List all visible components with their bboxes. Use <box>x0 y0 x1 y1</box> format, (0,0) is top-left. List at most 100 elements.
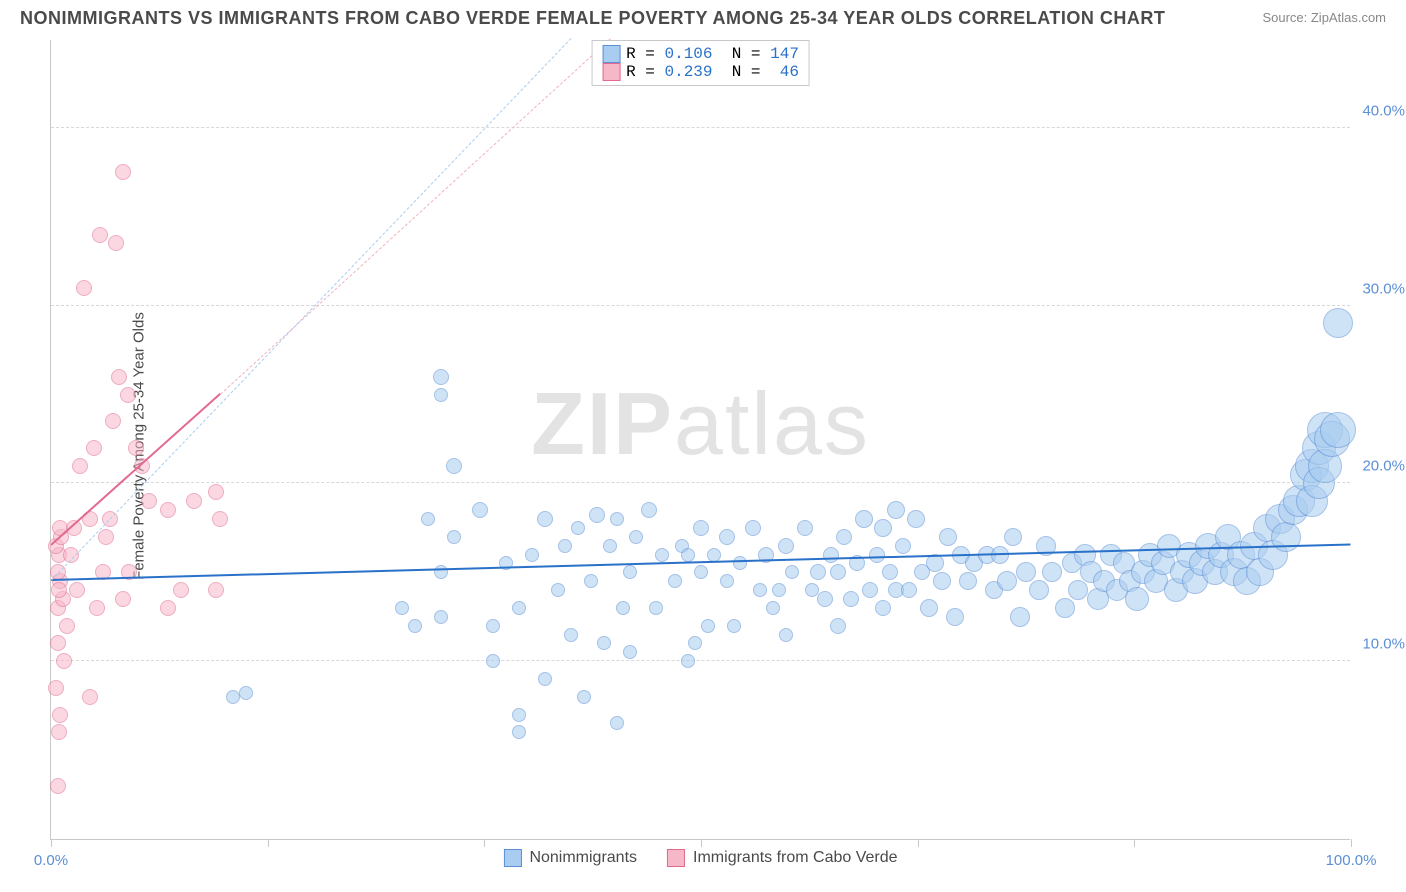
scatter-point-blue <box>843 591 859 607</box>
x-tick <box>268 839 269 847</box>
swatch-pink <box>602 63 620 81</box>
y-tick-label: 40.0% <box>1362 102 1405 119</box>
scatter-point-blue <box>869 547 885 563</box>
scatter-point-blue <box>512 708 526 722</box>
scatter-point-blue <box>584 574 598 588</box>
source-label: Source: ZipAtlas.com <box>1262 10 1386 25</box>
scatter-point-blue <box>1042 562 1062 582</box>
scatter-point-pink <box>212 511 228 527</box>
scatter-point-blue <box>1010 607 1030 627</box>
scatter-point-blue <box>701 619 715 633</box>
watermark-light: atlas <box>674 374 870 473</box>
y-tick-label: 30.0% <box>1362 280 1405 297</box>
scatter-point-pink <box>89 600 105 616</box>
legend-swatch-pink <box>667 849 685 867</box>
scatter-point-blue <box>668 574 682 588</box>
scatter-point-blue <box>785 565 799 579</box>
scatter-point-blue <box>875 600 891 616</box>
scatter-point-pink <box>120 387 136 403</box>
scatter-point-blue <box>589 507 605 523</box>
scatter-point-blue <box>512 601 526 615</box>
chart-plot-area: ZIPatlas R = 0.106 N = 147 R = 0.239 N =… <box>50 40 1350 840</box>
scatter-point-blue <box>564 628 578 642</box>
scatter-point-blue <box>901 582 917 598</box>
scatter-point-blue <box>766 601 780 615</box>
scatter-point-pink <box>111 369 127 385</box>
scatter-point-blue <box>623 565 637 579</box>
x-tick-label: 0.0% <box>34 852 68 869</box>
scatter-point-blue <box>577 690 591 704</box>
scatter-point-blue <box>421 512 435 526</box>
scatter-point-blue <box>610 512 624 526</box>
x-tick <box>1134 839 1135 847</box>
scatter-point-blue <box>946 608 964 626</box>
x-tick-label: 100.0% <box>1326 852 1377 869</box>
scatter-point-blue <box>623 645 637 659</box>
scatter-point-pink <box>86 440 102 456</box>
scatter-point-pink <box>115 591 131 607</box>
r-value-pink: 0.239 <box>664 63 712 81</box>
gridline <box>51 482 1350 483</box>
scatter-point-blue <box>641 502 657 518</box>
swatch-blue <box>602 45 620 63</box>
scatter-point-blue <box>649 601 663 615</box>
legend-label-pink: Immigrants from Cabo Verde <box>693 849 898 867</box>
scatter-point-blue <box>778 538 794 554</box>
gridline <box>51 660 1350 661</box>
scatter-point-blue <box>655 548 669 562</box>
scatter-point-pink <box>115 164 131 180</box>
scatter-point-pink <box>98 529 114 545</box>
scatter-point-blue <box>874 519 892 537</box>
scatter-point-blue <box>1125 587 1149 611</box>
stats-row-pink: R = 0.239 N = 46 <box>602 63 799 81</box>
scatter-point-blue <box>1068 580 1088 600</box>
scatter-point-blue <box>719 529 735 545</box>
scatter-point-blue <box>836 529 852 545</box>
n-value-blue: 147 <box>770 45 799 63</box>
scatter-point-blue <box>681 548 695 562</box>
scatter-point-blue <box>486 654 500 668</box>
x-tick <box>701 839 702 847</box>
scatter-point-blue <box>597 636 611 650</box>
scatter-point-pink <box>52 707 68 723</box>
scatter-point-pink <box>128 440 144 456</box>
scatter-point-blue <box>486 619 500 633</box>
scatter-point-blue <box>694 565 708 579</box>
scatter-point-blue <box>830 564 846 580</box>
scatter-point-blue <box>745 520 761 536</box>
scatter-point-pink <box>82 689 98 705</box>
x-tick <box>1351 839 1352 847</box>
stats-row-blue: R = 0.106 N = 147 <box>602 45 799 63</box>
scatter-point-pink <box>186 493 202 509</box>
scatter-point-blue <box>823 547 839 563</box>
scatter-point-blue <box>810 564 826 580</box>
scatter-point-blue <box>855 510 873 528</box>
scatter-point-blue <box>753 583 767 597</box>
scatter-point-blue <box>733 556 747 570</box>
scatter-point-pink <box>105 413 121 429</box>
scatter-point-blue <box>926 554 944 572</box>
scatter-point-blue <box>727 619 741 633</box>
scatter-point-blue <box>610 716 624 730</box>
scatter-point-blue <box>571 521 585 535</box>
scatter-point-blue <box>434 610 448 624</box>
scatter-point-blue <box>395 601 409 615</box>
watermark-bold: ZIP <box>531 374 674 473</box>
scatter-point-blue <box>525 548 539 562</box>
scatter-point-blue <box>895 538 911 554</box>
scatter-point-blue <box>693 520 709 536</box>
stats-blue-text: R = 0.106 N = 147 <box>626 45 799 63</box>
scatter-point-blue <box>616 601 630 615</box>
scatter-point-pink <box>69 582 85 598</box>
stats-pink-text: R = 0.239 N = 46 <box>626 63 799 81</box>
scatter-point-blue <box>1323 308 1353 338</box>
scatter-point-pink <box>48 680 64 696</box>
legend-label-blue: Nonimmigrants <box>529 849 637 867</box>
scatter-point-pink <box>59 618 75 634</box>
scatter-point-blue <box>817 591 833 607</box>
bottom-legend: Nonimmigrants Immigrants from Cabo Verde <box>503 849 897 867</box>
correlation-stats-box: R = 0.106 N = 147 R = 0.239 N = 46 <box>591 40 810 86</box>
scatter-point-blue <box>603 539 617 553</box>
scatter-point-pink <box>160 600 176 616</box>
scatter-point-blue <box>1055 598 1075 618</box>
